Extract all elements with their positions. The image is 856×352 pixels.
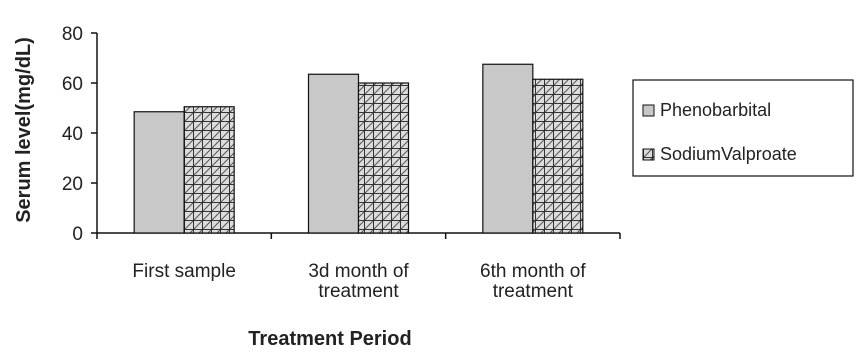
x-axis <box>96 232 621 239</box>
bar-phenobarbital <box>482 63 534 234</box>
y-tick-label: 80 <box>62 24 83 45</box>
y-axis: 0 20 40 60 80 <box>62 24 98 245</box>
x-axis-title: Treatment Period <box>248 328 411 350</box>
y-tick-label: 0 <box>72 224 83 245</box>
legend-label-phenobarbital: Phenobarbital <box>660 100 771 120</box>
y-tick-label: 40 <box>62 124 83 145</box>
x-tick-label: First sample <box>132 261 235 282</box>
bar-sodium-valproate <box>357 82 410 234</box>
y-axis-title: Serum level(mg/dL) <box>13 37 35 223</box>
x-tick-label: treatment <box>318 281 399 302</box>
legend-box <box>632 79 854 177</box>
x-tick-label: 3d month of <box>308 261 409 282</box>
x-tick-label: treatment <box>493 281 574 302</box>
legend-swatch-phenobarbital <box>642 104 655 117</box>
y-tick-label: 60 <box>62 74 83 95</box>
x-tick-label: 6th month of <box>480 261 586 282</box>
y-tick-label: 20 <box>62 174 83 195</box>
bar-sodium-valproate <box>183 106 235 234</box>
bar-phenobarbital <box>133 111 185 234</box>
legend: Phenobarbital SodiumValproate <box>632 79 854 177</box>
legend-label-sodium-valproate: SodiumValproate <box>660 144 797 164</box>
legend-swatch-sodium-valproate <box>642 148 655 161</box>
bars <box>133 63 584 234</box>
bar-phenobarbital <box>307 73 360 234</box>
bar-sodium-valproate <box>532 78 584 234</box>
